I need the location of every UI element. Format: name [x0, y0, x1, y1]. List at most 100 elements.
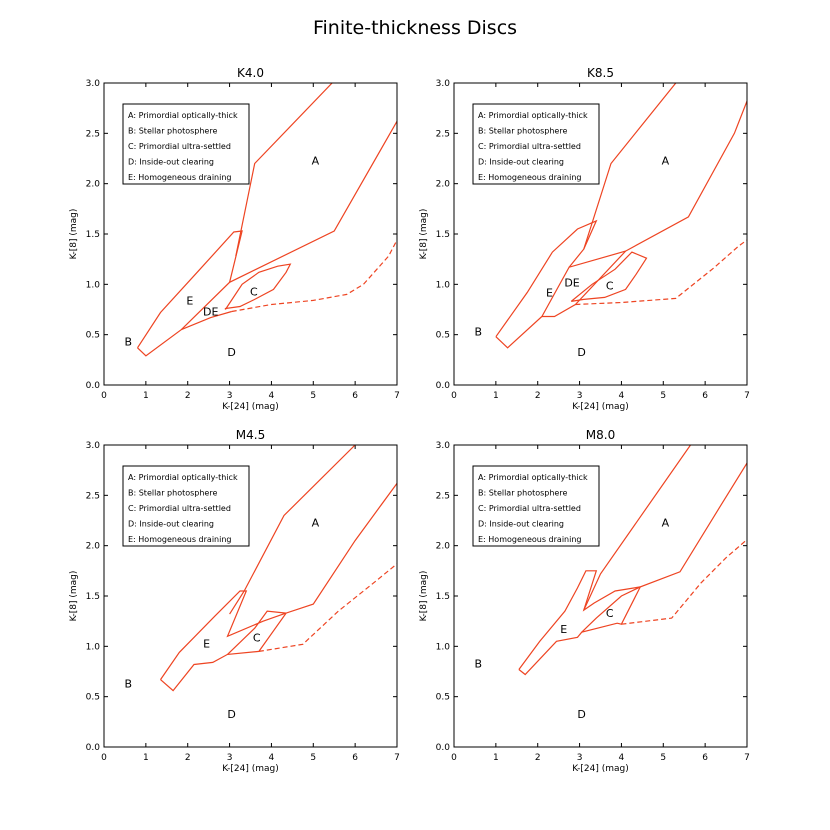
y-tick-label: 0.0: [436, 381, 451, 391]
region-label-c: C: [606, 279, 614, 292]
region-label-b: B: [125, 678, 133, 691]
y-tick-label: 0.5: [86, 331, 100, 341]
y-tick-label: 3.0: [86, 79, 101, 89]
region-label-d: D: [227, 708, 235, 721]
region-label-d: D: [227, 346, 235, 359]
region-label-d: D: [577, 346, 585, 359]
region-label-a: A: [312, 155, 320, 168]
panel-title: M4.5: [236, 428, 265, 442]
y-tick-label: 2.5: [86, 491, 100, 501]
region-boundary-line-1: [160, 482, 397, 692]
legend-entry: A: Primordial optically-thick: [128, 111, 238, 120]
x-tick-label: 0: [101, 753, 107, 763]
x-axis-label: K-[24] (mag): [222, 402, 279, 412]
region-label-c: C: [253, 631, 261, 644]
dashed-boundary-line-1: [231, 239, 397, 313]
legend-entry: E: Homogeneous draining: [478, 173, 582, 182]
y-tick-label: 0.0: [86, 743, 101, 753]
legend: A: Primordial optically-thick B: Stellar …: [472, 465, 600, 547]
region-boundary-line-2: [518, 570, 641, 670]
x-tick-label: 6: [702, 753, 708, 763]
figure-title: Finite-thickness Discs: [313, 17, 517, 39]
x-tick-label: 7: [394, 753, 400, 763]
x-tick-label: 0: [101, 391, 107, 401]
dashed-boundary-line-1: [258, 563, 397, 652]
legend-entry: C: Primordial ultra-settled: [478, 504, 581, 513]
x-tick-label: 2: [185, 391, 191, 401]
dashed-boundary-line-1: [621, 539, 747, 625]
region-label-b: B: [475, 326, 483, 339]
y-tick-label: 2.5: [436, 129, 450, 139]
axis-frame: [103, 444, 398, 748]
panel-title: K4.0: [237, 66, 264, 80]
region-boundary-line-4: [541, 250, 627, 318]
y-tick-label: 3.0: [436, 79, 451, 89]
x-tick-label: 1: [143, 753, 149, 763]
region-label-de: DE: [203, 306, 218, 319]
plot-area: [495, 83, 747, 349]
x-tick-label: 2: [185, 753, 191, 763]
legend-box: [472, 103, 600, 185]
y-tick-label: 3.0: [86, 441, 101, 451]
region-label-c: C: [606, 607, 614, 620]
chart-panel-1: K4.0 0 1 2 3 4 5 6 7 0.0 0.5 1.0 1.5 2.0 2.5 3.0 K-[24] …: [69, 66, 400, 412]
y-axis-label: K-[8] (mag): [419, 571, 429, 622]
x-axis-label: K-[24] (mag): [222, 764, 279, 774]
legend: A: Primordial optically-thick B: Stellar …: [122, 103, 250, 185]
y-tick-label: 1.0: [86, 642, 101, 652]
region-boundary-line-5: [570, 251, 648, 302]
y-tick-label: 0.0: [86, 381, 101, 391]
region-label-d: D: [577, 708, 585, 721]
legend-entry: B: Stellar photosphere: [128, 127, 217, 136]
x-tick-label: 7: [394, 391, 400, 401]
panels: K4.0 0 1 2 3 4 5 6 7 0.0 0.5 1.0 1.5 2.0 2.5 3.0 K-[24] …: [69, 66, 750, 774]
region-label-e: E: [546, 286, 553, 299]
y-tick-label: 1.0: [86, 280, 101, 290]
legend-entry: E: Homogeneous draining: [128, 173, 232, 182]
region-boundary-line-4: [181, 310, 232, 331]
legend: A: Primordial optically-thick B: Stellar …: [122, 465, 250, 547]
y-tick-label: 2.5: [436, 491, 450, 501]
legend-entry: E: Homogeneous draining: [478, 535, 582, 544]
region-label-de: DE: [564, 276, 579, 289]
x-tick-label: 3: [227, 391, 233, 401]
panel-title: M8.0: [586, 428, 615, 442]
region-label-e: E: [560, 623, 567, 636]
axis-frame: [103, 82, 398, 386]
x-tick-label: 3: [227, 753, 233, 763]
y-tick-label: 2.0: [86, 542, 101, 552]
y-axis-label: K-[8] (mag): [419, 209, 429, 260]
x-tick-label: 1: [493, 753, 499, 763]
legend: A: Primordial optically-thick B: Stellar …: [472, 103, 600, 185]
plot-area: [160, 445, 397, 692]
x-tick-label: 4: [619, 391, 625, 401]
legend-entry: C: Primordial ultra-settled: [128, 142, 231, 151]
region-boundary-line-3: [583, 445, 691, 611]
region-boundary-line-3: [235, 83, 333, 257]
region-boundary-line-1: [137, 121, 397, 357]
y-axis-label: K-[8] (mag): [69, 209, 79, 260]
x-axis-label: K-[24] (mag): [572, 764, 629, 774]
legend-entry: D: Inside-out clearing: [478, 520, 564, 529]
x-tick-label: 5: [660, 391, 666, 401]
legend-entry: B: Stellar photosphere: [128, 489, 217, 498]
legend-entry: A: Primordial optically-thick: [478, 111, 588, 120]
x-tick-label: 2: [535, 753, 541, 763]
legend-box: [122, 103, 250, 185]
region-label-c: C: [250, 285, 258, 298]
region-label-a: A: [662, 517, 670, 530]
y-tick-label: 2.0: [436, 180, 451, 190]
legend-entry: C: Primordial ultra-settled: [478, 142, 581, 151]
y-tick-label: 1.0: [436, 280, 451, 290]
y-tick-label: 2.5: [86, 129, 100, 139]
legend-entry: E: Homogeneous draining: [128, 535, 232, 544]
legend-entry: D: Inside-out clearing: [128, 520, 214, 529]
x-tick-label: 6: [352, 753, 358, 763]
x-tick-label: 0: [451, 391, 457, 401]
x-tick-label: 6: [702, 391, 708, 401]
y-tick-label: 3.0: [436, 441, 451, 451]
y-tick-label: 1.5: [436, 592, 450, 602]
y-tick-label: 0.5: [436, 331, 450, 341]
region-label-b: B: [125, 336, 133, 349]
